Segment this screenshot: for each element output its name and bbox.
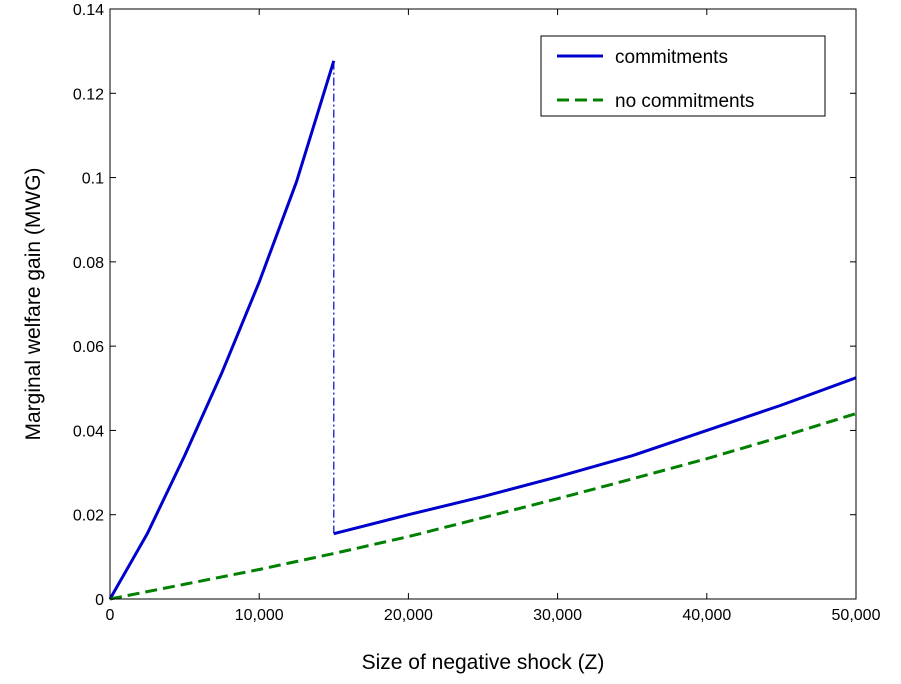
legend-box [540, 35, 826, 117]
series-layer [108, 60, 857, 601]
legend: commitments no commitments [540, 35, 826, 117]
series-line-commitments [333, 376, 857, 536]
y-tick-label: 0.04 [73, 423, 104, 440]
y-tick-label: 0.08 [73, 255, 104, 272]
y-tick-label: 0 [95, 592, 104, 609]
x-tick-label: 50,000 [832, 607, 881, 624]
ticks-layer: 0 10,000 20,000 30,000 40,000 50,000 0 0.02 0.04… [73, 2, 881, 624]
y-axis-title: Marginal welfare gain (MWG) [22, 167, 45, 440]
x-tick-label: 30,000 [533, 607, 582, 624]
series-line-no-commitments [109, 412, 857, 601]
y-tick-label: 0.06 [73, 339, 104, 356]
axes-layer [109, 8, 857, 600]
y-tick-label: 0.14 [73, 2, 104, 19]
legend-label-commitments: commitments [615, 47, 728, 68]
x-tick-label: 0 [106, 607, 115, 624]
y-tick-label: 0.12 [73, 86, 104, 103]
y-tick-label: 0.1 [82, 171, 104, 188]
legend-label-no-commitments: no commitments [615, 91, 754, 112]
x-tick-label: 10,000 [235, 607, 284, 624]
x-tick-label: 20,000 [384, 607, 433, 624]
x-tick-label: 40,000 [682, 607, 731, 624]
series-line-commitments [108, 60, 336, 600]
y-tick-label: 0.02 [73, 508, 104, 525]
plot-area-frame [109, 8, 857, 600]
x-axis-title: Size of negative shock (Z) [362, 651, 605, 674]
